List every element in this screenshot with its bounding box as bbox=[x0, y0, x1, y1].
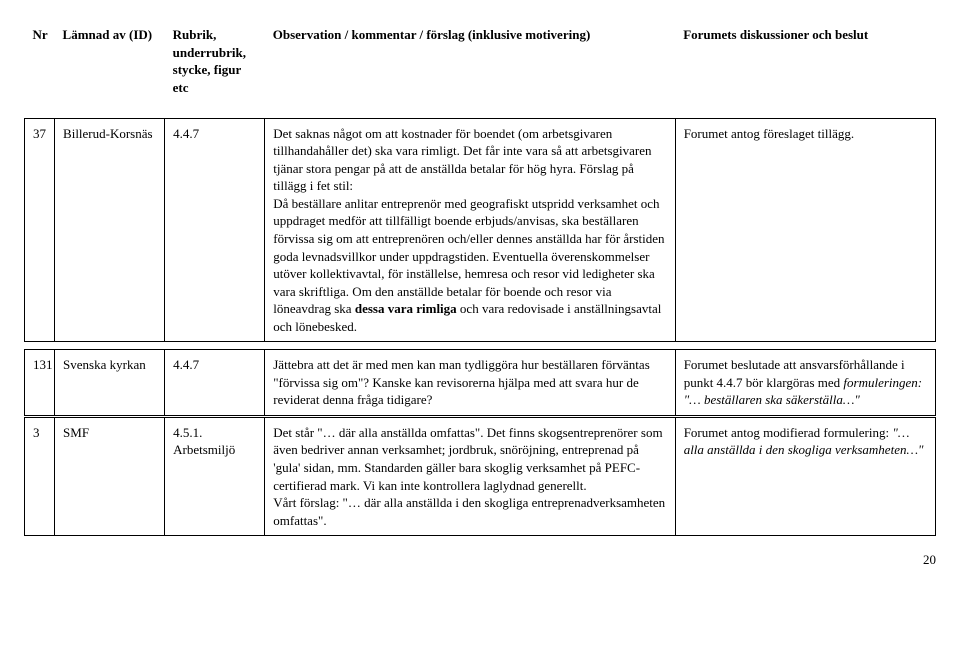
col-header-from: Lämnad av (ID) bbox=[55, 20, 165, 110]
col-header-section: Rubrik, underrubrik, stycke, figur etc bbox=[165, 20, 265, 110]
cell-from: Billerud-Korsnäs bbox=[55, 118, 165, 342]
col-header-obs: Observation / kommentar / förslag (inklu… bbox=[265, 20, 675, 110]
table-row: 37 Billerud-Korsnäs 4.4.7 Det saknas någ… bbox=[25, 118, 936, 342]
cell-nr: 3 bbox=[25, 417, 55, 535]
page-number: 20 bbox=[24, 552, 936, 568]
cell-section: 4.4.7 bbox=[165, 118, 265, 342]
table-row: 3 SMF 4.5.1. Arbetsmiljö Det står "… där… bbox=[25, 417, 936, 535]
cell-decision: Forumet antog modifierad formulering: "…… bbox=[675, 417, 935, 535]
cell-from: Svenska kyrkan bbox=[55, 350, 165, 416]
cell-section: 4.5.1. Arbetsmiljö bbox=[165, 417, 265, 535]
cell-decision: Forumet beslutade att ansvarsförhållande… bbox=[675, 350, 935, 416]
cell-decision: Forumet antog föreslaget tillägg. bbox=[675, 118, 935, 342]
cell-obs: Det saknas något om att kostnader för bo… bbox=[265, 118, 675, 342]
table-header-row: Nr Lämnad av (ID) Rubrik, underrubrik, s… bbox=[25, 20, 936, 110]
col-header-nr: Nr bbox=[25, 20, 55, 110]
comments-table: Nr Lämnad av (ID) Rubrik, underrubrik, s… bbox=[24, 20, 936, 536]
cell-from: SMF bbox=[55, 417, 165, 535]
col-header-decision: Forumets diskussioner och beslut bbox=[675, 20, 935, 110]
cell-obs: Det står "… där alla anställda omfattas"… bbox=[265, 417, 675, 535]
cell-section: 4.4.7 bbox=[165, 350, 265, 416]
cell-obs: Jättebra att det är med men kan man tydl… bbox=[265, 350, 675, 416]
table-row: 131 Svenska kyrkan 4.4.7 Jättebra att de… bbox=[25, 350, 936, 416]
cell-nr: 37 bbox=[25, 118, 55, 342]
cell-nr: 131 bbox=[25, 350, 55, 416]
